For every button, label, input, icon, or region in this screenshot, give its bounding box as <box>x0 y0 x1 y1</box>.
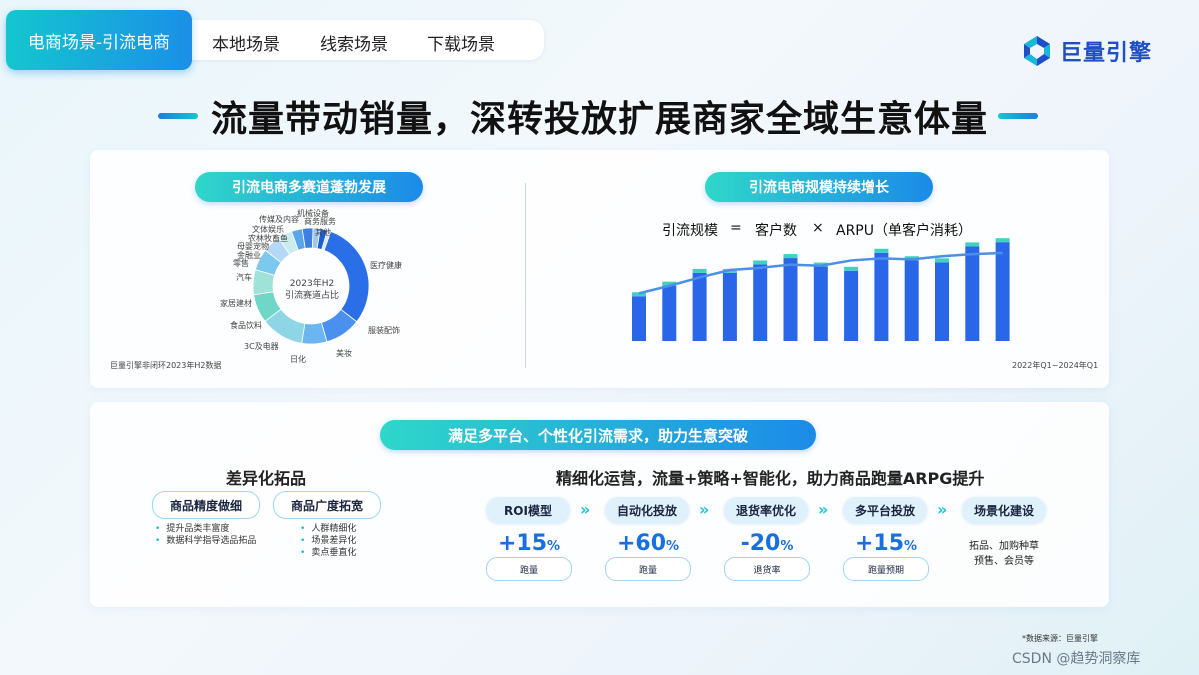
chevron-right-icon: » <box>937 500 948 519</box>
chevron-right-icon: » <box>818 500 829 519</box>
page-title: 流量带动销量，深转投放扩展商家全域生意体量 <box>210 99 988 140</box>
chevron-right-icon: » <box>580 500 591 519</box>
logo-icon <box>1024 36 1050 66</box>
pill-precision: 商品精度做细 <box>152 491 260 519</box>
donut-segment <box>321 229 332 251</box>
bullets-precision: 提升品类丰富度 数据科学指导选品拓品 <box>155 523 256 547</box>
formula-op: × <box>812 220 824 236</box>
trend-line <box>638 251 1003 295</box>
bullet-item: 场景差异化 <box>300 535 356 547</box>
diff-title: 差异化拓品 <box>226 469 307 488</box>
bar-cap <box>783 254 798 259</box>
bar-cap <box>692 268 707 273</box>
bar-cap <box>874 248 889 253</box>
bar <box>632 296 646 341</box>
bar <box>722 272 737 341</box>
watermark: CSDN @趋势洞察库 <box>1012 651 1141 667</box>
bar-cap <box>844 266 859 271</box>
tab-ecommerce-traffic[interactable]: 电商场景-引流电商 <box>6 10 192 70</box>
bullet-item: 提升品类丰富度 <box>155 523 256 535</box>
donut-label: 传媒及内容 <box>259 215 299 224</box>
stat-value: -20% <box>740 531 794 556</box>
formula-term: 引流规模 <box>662 223 718 239</box>
bar-cap <box>965 242 980 247</box>
left-panel-heading: 引流电商多赛道蓬勃发展 <box>195 172 423 202</box>
bar <box>935 262 949 341</box>
donut-label: 机械设备 <box>297 209 329 218</box>
formula-term: 客户数 <box>755 223 797 239</box>
logo-text: 巨量引擎 <box>1060 41 1153 66</box>
stat-label: 跑量 <box>605 557 691 581</box>
stat-value: +15% <box>854 531 918 556</box>
bar <box>874 252 889 341</box>
bar <box>692 272 707 341</box>
stat-label: 退货率 <box>724 557 810 581</box>
stat-value: +15% <box>497 531 561 556</box>
bottom-heading: 满足多平台、个性化引流需求，助力生意突破 <box>380 420 816 450</box>
title-accent-right <box>998 113 1038 119</box>
donut-label: 美妆 <box>336 349 352 358</box>
donut-center-year: 2023年H2 <box>289 279 335 289</box>
bar-cap <box>935 258 949 263</box>
bar-cap <box>662 281 677 286</box>
formula-op: = <box>730 220 742 236</box>
bar <box>965 246 980 341</box>
bar <box>662 285 677 341</box>
step-return-rate: 退货率优化 <box>724 497 808 523</box>
pill-breadth: 商品广度拓宽 <box>273 491 381 519</box>
step-multi-platform: 多平台投放 <box>843 497 927 523</box>
donut-label: 日化 <box>290 355 306 364</box>
donut-label: 家居建材 <box>220 299 252 308</box>
scenario-details: 拓品、加购种草 预售、会员等 <box>969 541 1039 567</box>
bar <box>904 260 919 341</box>
bullets-breadth: 人群精细化 场景差异化 卖点垂直化 <box>300 523 356 559</box>
tab-leads[interactable]: 线索场景 <box>320 35 388 55</box>
title-accent-left <box>158 113 198 119</box>
step-scenario-building: 场景化建设 <box>962 497 1046 523</box>
donut-label: 零售 <box>233 259 249 268</box>
donut-label: 母婴宠物 <box>237 242 269 251</box>
formula-term: ARPU（单客户消耗） <box>836 223 972 239</box>
bar <box>813 266 828 341</box>
donut-label: 3C及电器 <box>244 342 279 351</box>
donut-label: 汽车 <box>236 273 252 282</box>
donut-label: 医疗健康 <box>370 261 402 270</box>
donut-label: 商务服务 <box>304 217 336 226</box>
tab-local[interactable]: 本地场景 <box>212 35 280 55</box>
bullet-item: 数据科学指导选品拓品 <box>155 535 256 547</box>
donut-center-label: 引流赛道占比 <box>284 291 339 301</box>
stat-label: 跑量 <box>486 557 572 581</box>
donut-label: 其他 <box>315 228 331 237</box>
chevron-right-icon: » <box>699 500 710 519</box>
brand-logo: 巨量引擎 <box>1020 34 1152 68</box>
bar <box>783 258 798 341</box>
donut-label: 食品饮料 <box>230 321 262 330</box>
bullet-item: 卖点垂直化 <box>300 547 356 559</box>
donut-label: 服装配饰 <box>368 326 400 335</box>
source-note: 巨量引擎非闭环2023年H2数据 <box>110 361 222 370</box>
bar-cap <box>995 238 1010 243</box>
right-panel-heading: 引流电商规模持续增长 <box>705 172 933 202</box>
ops-title: 精细化运营，流量+策略+智能化，助力商品跑量ARPG提升 <box>556 469 985 488</box>
bar <box>995 242 1010 341</box>
bar-cap <box>632 292 646 297</box>
bar <box>844 270 859 341</box>
donut-chart <box>252 227 370 345</box>
donut-label: 金融业 <box>237 251 261 260</box>
bar-cap <box>753 260 768 265</box>
tab-download[interactable]: 下载场景 <box>427 35 495 55</box>
panel-divider <box>525 183 526 368</box>
growth-chart <box>632 238 1010 341</box>
step-roi-model: ROI模型 <box>486 497 570 523</box>
step-auto-delivery: 自动化投放 <box>605 497 689 523</box>
bullet-item: 人群精细化 <box>300 523 356 535</box>
donut-label: 文体娱乐 <box>252 225 284 234</box>
period-label: 2022年Q1~2024年Q1 <box>1012 361 1099 370</box>
stat-label: 跑量预期 <box>843 557 929 581</box>
donut-label: 农林牧畜鱼 <box>248 234 288 243</box>
bar <box>753 264 768 341</box>
data-source-note: *数据来源：巨量引擎 <box>1022 634 1098 643</box>
stat-value: +60% <box>616 531 680 556</box>
